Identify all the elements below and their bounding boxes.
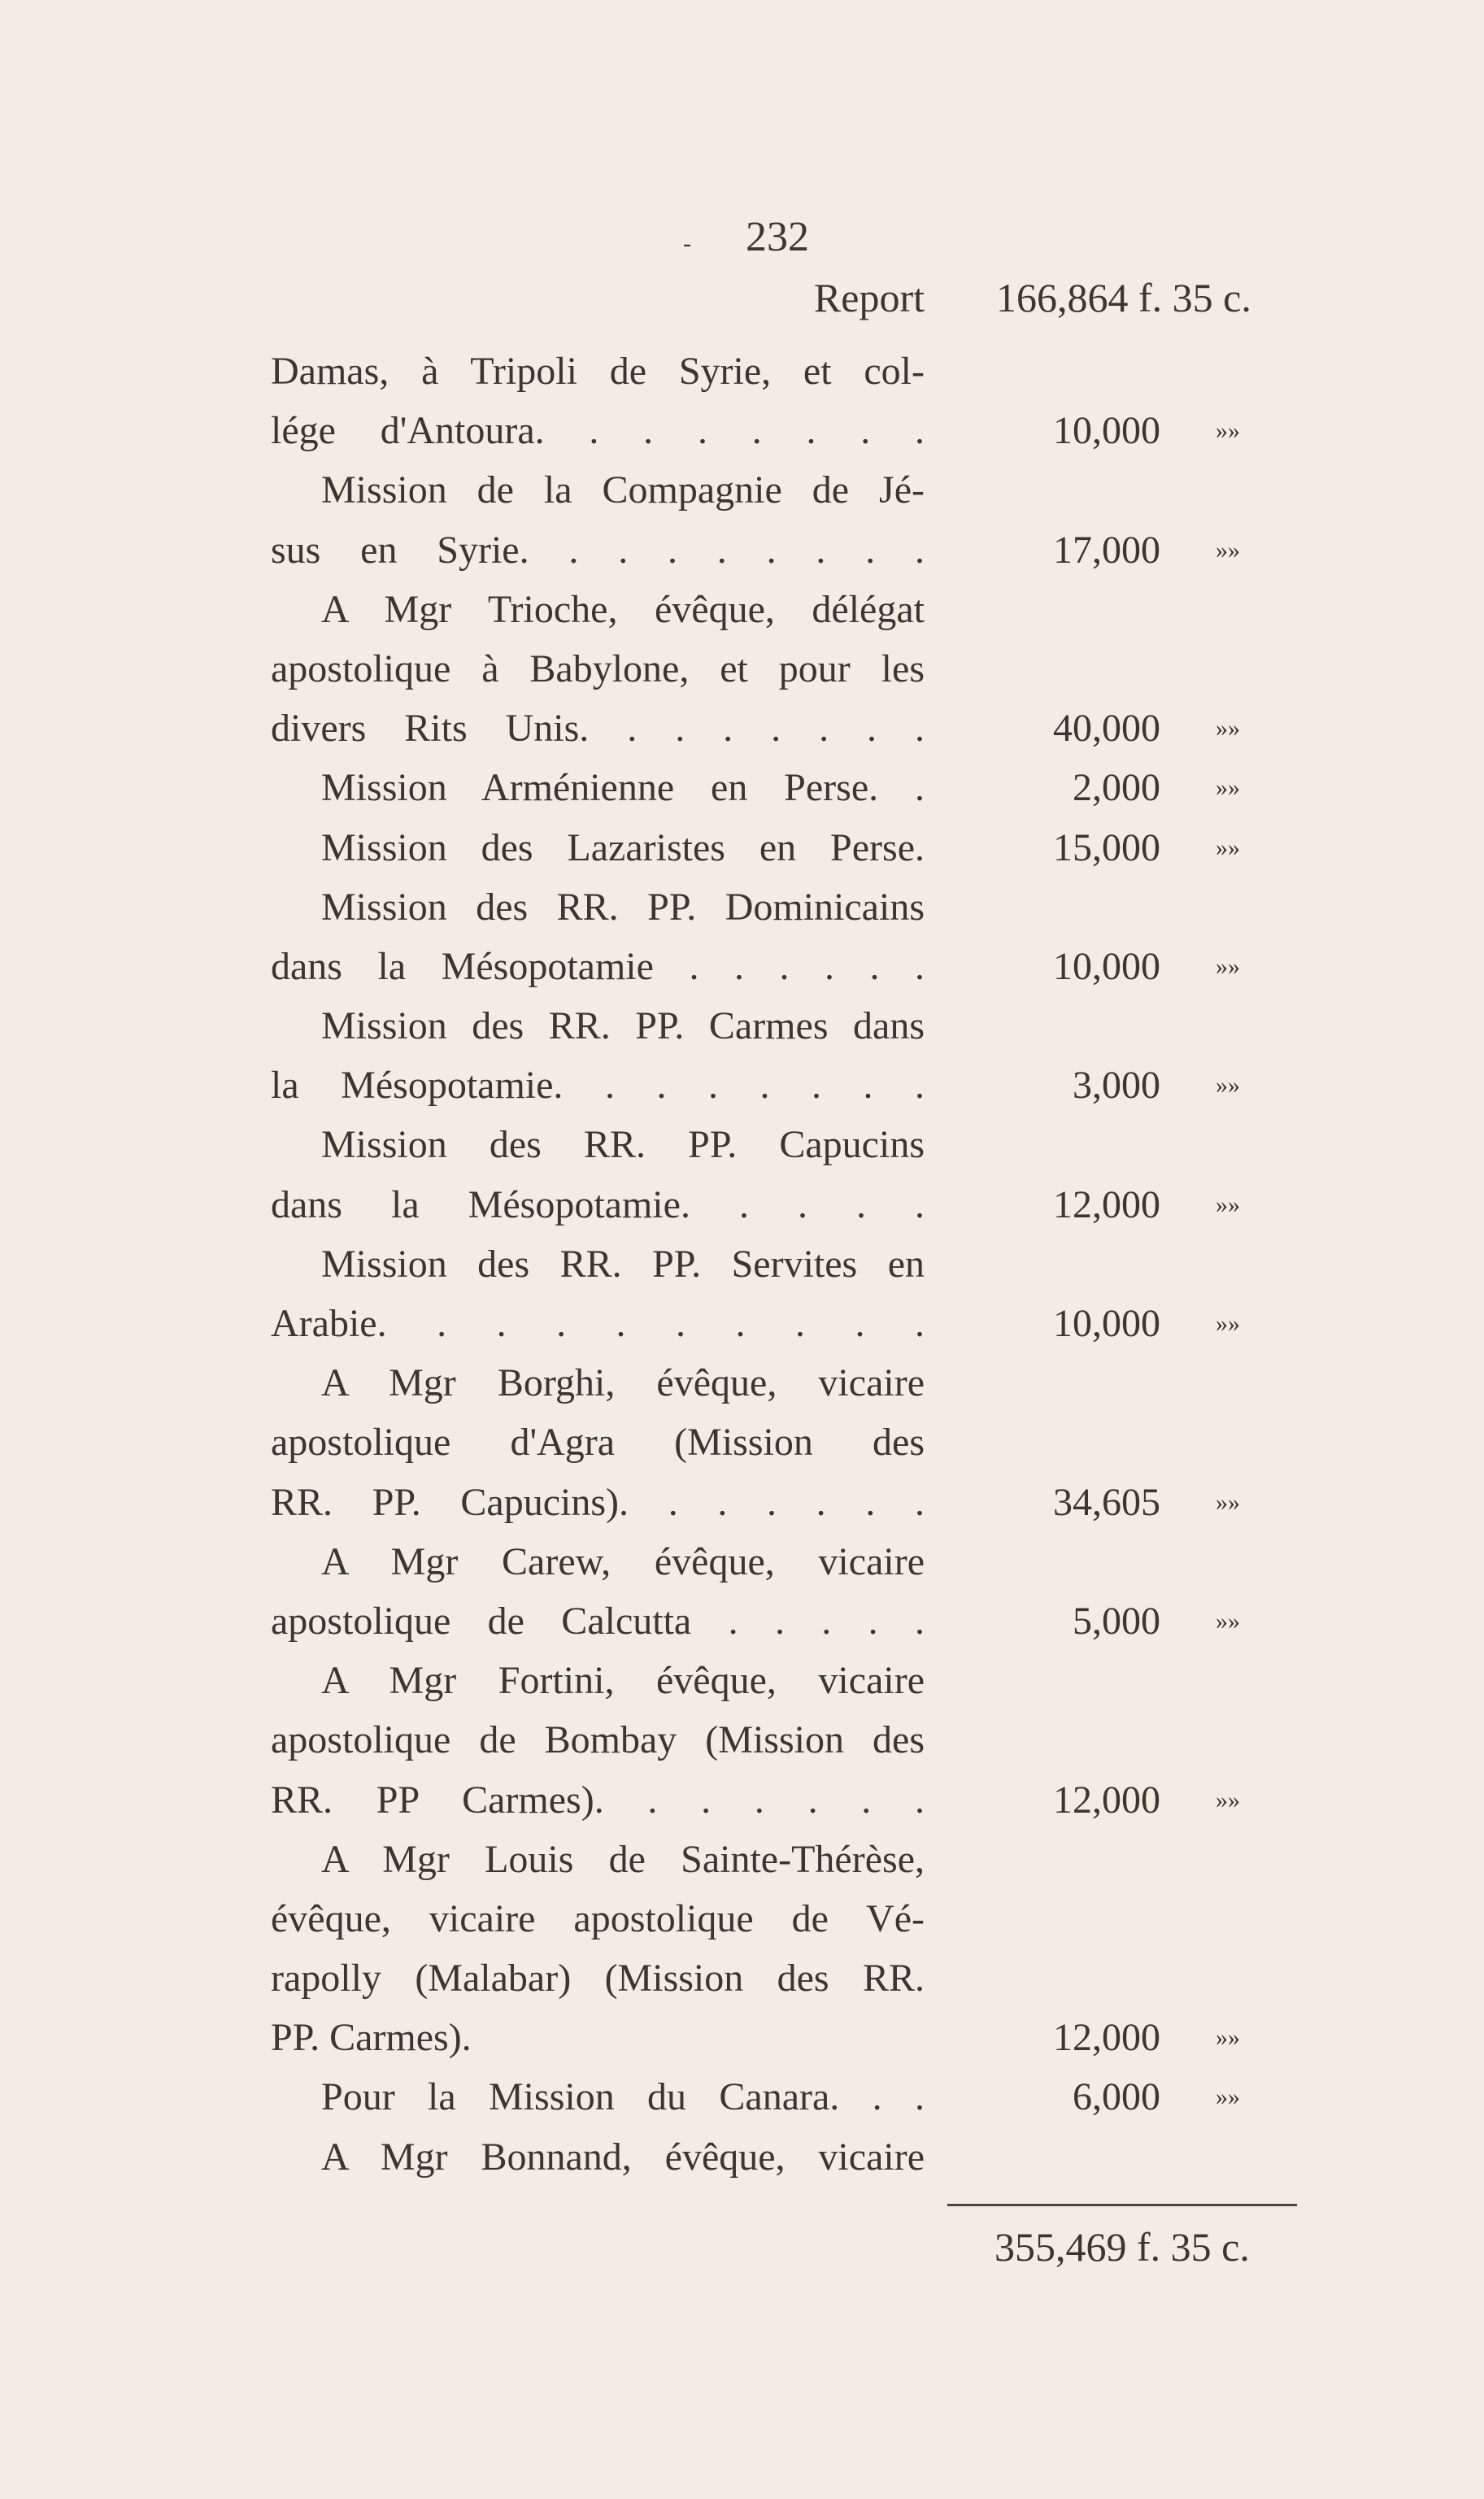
ledger-line: Pour la Mission du Canara. . . 6,000 »» — [271, 2067, 1328, 2127]
ledger-line: A Mgr Fortini, évêque, vicaire — [271, 1651, 1328, 1710]
page-number: 232 — [746, 214, 809, 260]
page-dash: - — [683, 230, 691, 257]
entry-centimes-mark: »» — [1216, 536, 1240, 564]
entry-text: dans la Mésopotamie. . . . . — [271, 1182, 925, 1226]
total-rule — [947, 2204, 1297, 2206]
ledger-line: dans la Mésopotamie. . . . . 12,000 »» — [271, 1175, 1328, 1234]
ledger-line: RR. PP Carmes). . . . . . . 12,000 »» — [271, 1770, 1328, 1830]
ledger-line: apostolique à Babylone, et pour les — [271, 639, 1328, 699]
entry-text: la Mésopotamie. . . . . . . . — [271, 1064, 925, 1108]
entry-text: dans la Mésopotamie . . . . . . — [271, 944, 925, 988]
ledger-line: A Mgr Borghi, évêque, vicaire — [271, 1353, 1328, 1413]
entry-text: Mission des RR. PP. Carmes dans — [321, 1004, 925, 1048]
entry-text: Damas, à Tripoli de Syrie, et col- — [271, 350, 925, 393]
entry-text: évêque, vicaire apostolique de Vé- — [271, 1896, 925, 1940]
entry-text: divers Rits Unis. . . . . . . . — [271, 707, 925, 751]
total-amount: 355,469 f. 35 c. — [994, 2224, 1250, 2270]
entry-text: apostolique de Calcutta . . . . . — [271, 1599, 925, 1643]
entry-centimes-mark: »» — [1216, 1072, 1240, 1099]
ledger-line: divers Rits Unis. . . . . . . . 40,000 »» — [271, 699, 1328, 758]
entry-centimes-mark: »» — [1216, 1607, 1240, 1635]
entry-text: apostolique de Bombay (Mission des — [271, 1718, 925, 1762]
entry-amount: 2,000 — [1073, 766, 1160, 810]
ledger-line: Mission des RR. PP. Dominicains — [271, 877, 1328, 937]
entry-text: Pour la Mission du Canara. . . — [321, 2075, 925, 2119]
ledger-line: Mission de la Compagnie de Jé- — [271, 460, 1328, 520]
entry-amount: 10,000 — [1053, 1302, 1160, 1345]
entry-centimes-mark: »» — [1216, 715, 1240, 742]
entry-centimes-mark: »» — [1216, 2083, 1240, 2111]
entry-text: Mission des Lazaristes en Perse. — [321, 825, 925, 869]
ledger-line: apostolique d'Agra (Mission des — [271, 1413, 1328, 1472]
entry-amount: 3,000 — [1073, 1064, 1160, 1108]
entry-amount: 34,605 — [1053, 1480, 1160, 1524]
entry-amount: 10,000 — [1053, 944, 1160, 988]
ledger-line: Mission des RR. PP. Carmes dans — [271, 996, 1328, 1056]
report-label: Report — [813, 275, 925, 320]
ledger-line: Mission Arménienne en Perse. . 2,000 »» — [271, 758, 1328, 817]
entry-centimes-mark: »» — [1216, 1191, 1240, 1218]
entry-amount: 12,000 — [1053, 1778, 1160, 1822]
ledger-line: la Mésopotamie. . . . . . . . 3,000 »» — [271, 1056, 1328, 1115]
ledger-line: A Mgr Trioche, évêque, délégat — [271, 580, 1328, 639]
entry-text: lége d'Antoura. . . . . . . . — [271, 409, 925, 453]
ledger-line: évêque, vicaire apostolique de Vé- — [271, 1889, 1328, 1948]
entry-centimes-mark: »» — [1216, 1786, 1240, 1813]
entry-text: rapolly (Malabar) (Mission des RR. — [271, 1957, 925, 2001]
ledger-line: Mission des Lazaristes en Perse. 15,000 »» — [271, 818, 1328, 877]
entry-amount: 12,000 — [1053, 2016, 1160, 2060]
entry-centimes-mark: »» — [1216, 2024, 1240, 2052]
entry-text: A Mgr Louis de Sainte-Thérèse, — [321, 1837, 925, 1881]
entry-centimes-mark: »» — [1216, 774, 1240, 802]
ledger-line: Damas, à Tripoli de Syrie, et col- — [271, 342, 1328, 401]
entry-text: A Mgr Fortini, évêque, vicaire — [321, 1659, 925, 1703]
entry-text: Mission des RR. PP. Capucins — [321, 1123, 925, 1167]
entry-text: A Mgr Trioche, évêque, délégat — [321, 587, 925, 631]
report-line: Report 166,864 f. 35 c. — [271, 268, 1320, 328]
ledger-line: Mission des RR. PP. Capucins — [271, 1115, 1328, 1174]
entry-centimes-mark: »» — [1216, 1310, 1240, 1337]
entry-text: RR. PP Carmes). . . . . . . — [271, 1778, 925, 1822]
ledger-line: rapolly (Malabar) (Mission des RR. — [271, 1948, 1328, 2008]
entry-text: A Mgr Borghi, évêque, vicaire — [321, 1361, 925, 1405]
entry-text: Arabie. . . . . . . . . . — [271, 1302, 925, 1345]
entry-text: Mission de la Compagnie de Jé- — [321, 468, 925, 512]
entry-text: RR. PP. Capucins). . . . . . . — [271, 1480, 925, 1524]
entry-centimes-mark: »» — [1216, 417, 1240, 445]
entry-text: sus en Syrie. . . . . . . . . — [271, 528, 925, 572]
ledger-line: sus en Syrie. . . . . . . . . 17,000 »» — [271, 520, 1328, 580]
ledger-line: apostolique de Calcutta . . . . . 5,000 »» — [271, 1591, 1328, 1651]
ledger-line: Mission des RR. PP. Servites en — [271, 1234, 1328, 1294]
entry-amount: 17,000 — [1053, 528, 1160, 572]
entry-amount: 6,000 — [1073, 2075, 1160, 2119]
entry-text: A Mgr Carew, évêque, vicaire — [321, 1539, 925, 1583]
ledger-line: RR. PP. Capucins). . . . . . . 34,605 »» — [271, 1473, 1328, 1532]
ledger-entries: Damas, à Tripoli de Syrie, et col-lége d… — [271, 342, 1328, 2187]
entry-amount: 5,000 — [1073, 1599, 1160, 1643]
entry-amount: 10,000 — [1053, 409, 1160, 453]
entry-amount: 15,000 — [1053, 825, 1160, 869]
ledger-line: A Mgr Bonnand, évêque, vicaire — [271, 2127, 1328, 2187]
entry-text: PP. Carmes). — [271, 2016, 472, 2060]
entry-text: Mission des RR. PP. Servites en — [321, 1242, 925, 1286]
entry-amount: 12,000 — [1053, 1182, 1160, 1226]
entry-text: Mission Arménienne en Perse. . — [321, 766, 925, 810]
ledger-line: PP. Carmes). 12,000 »» — [271, 2008, 1328, 2067]
report-amount: 166,864 f. 35 c. — [996, 275, 1251, 320]
entry-centimes-mark: »» — [1216, 1488, 1240, 1516]
ledger-line: A Mgr Carew, évêque, vicaire — [271, 1532, 1328, 1591]
ledger-line: lége d'Antoura. . . . . . . . 10,000 »» — [271, 401, 1328, 460]
entry-text: apostolique à Babylone, et pour les — [271, 647, 925, 690]
ledger-line: Arabie. . . . . . . . . . 10,000 »» — [271, 1294, 1328, 1353]
entry-text: A Mgr Bonnand, évêque, vicaire — [321, 2135, 925, 2179]
entry-text: Mission des RR. PP. Dominicains — [321, 885, 925, 929]
entry-amount: 40,000 — [1053, 707, 1160, 751]
ledger-line: dans la Mésopotamie . . . . . . 10,000 »» — [271, 937, 1328, 996]
entry-centimes-mark: »» — [1216, 834, 1240, 861]
ledger-line: A Mgr Louis de Sainte-Thérèse, — [271, 1830, 1328, 1889]
entry-centimes-mark: »» — [1216, 952, 1240, 980]
entry-text: apostolique d'Agra (Mission des — [271, 1421, 925, 1465]
ledger-line: apostolique de Bombay (Mission des — [271, 1710, 1328, 1770]
